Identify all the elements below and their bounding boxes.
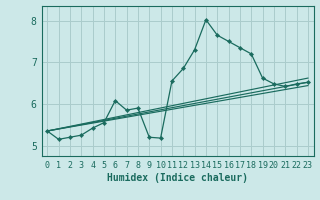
X-axis label: Humidex (Indice chaleur): Humidex (Indice chaleur) (107, 173, 248, 183)
